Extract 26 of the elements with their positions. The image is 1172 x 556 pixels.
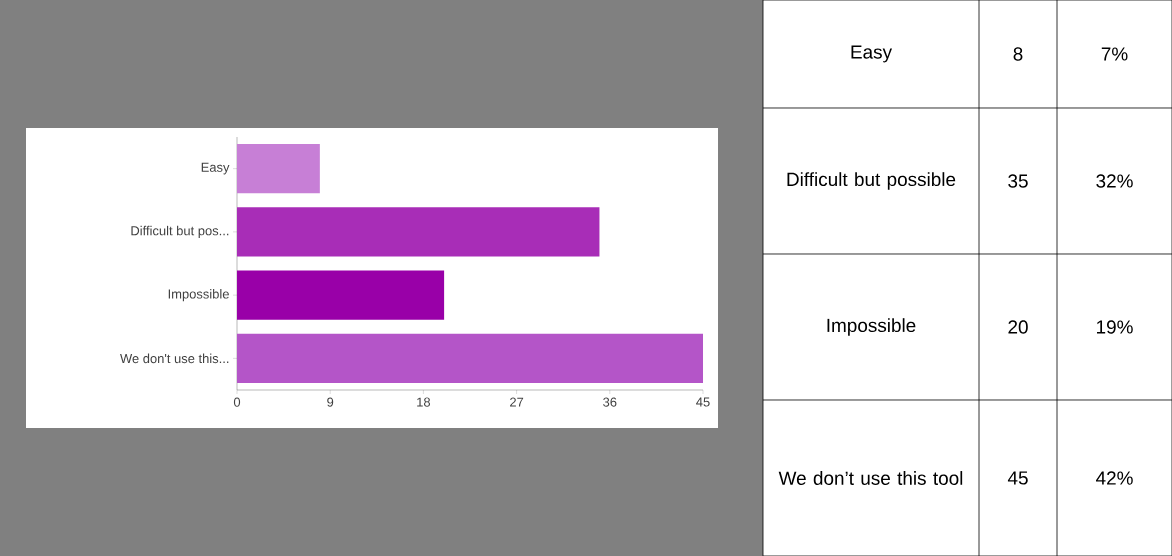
text: Difficult but possible	[787, 172, 956, 190]
x-tick-label: 18	[417, 397, 431, 407]
text: 35	[1008, 174, 1028, 188]
y-tick-label: We don't use this...	[120, 353, 229, 364]
y-tick-label: Easy	[201, 162, 230, 175]
x-tick-label: 27	[510, 397, 524, 407]
text: 19%	[1097, 320, 1133, 334]
x-tick-label: 9	[327, 397, 334, 407]
text: 8	[1013, 47, 1023, 61]
text: We don’t use this tool	[778, 471, 963, 485]
bar	[237, 207, 600, 257]
text: 7%	[1101, 47, 1128, 61]
x-tick-label: 45	[696, 397, 710, 407]
x-tick-label: 0	[233, 397, 241, 407]
text: 42%	[1096, 471, 1133, 485]
bar	[237, 143, 320, 194]
text: 45	[1007, 471, 1028, 485]
bar	[237, 333, 703, 384]
text: 32%	[1096, 174, 1133, 188]
y-tick-label: Impossible	[168, 289, 229, 302]
y-tick-label: Difficult but pos...	[131, 225, 229, 238]
text: 20	[1008, 320, 1028, 334]
text: Easy	[851, 45, 893, 63]
x-tick-label: 36	[603, 397, 617, 407]
text: Impossible	[827, 318, 916, 336]
bar	[237, 270, 445, 320]
